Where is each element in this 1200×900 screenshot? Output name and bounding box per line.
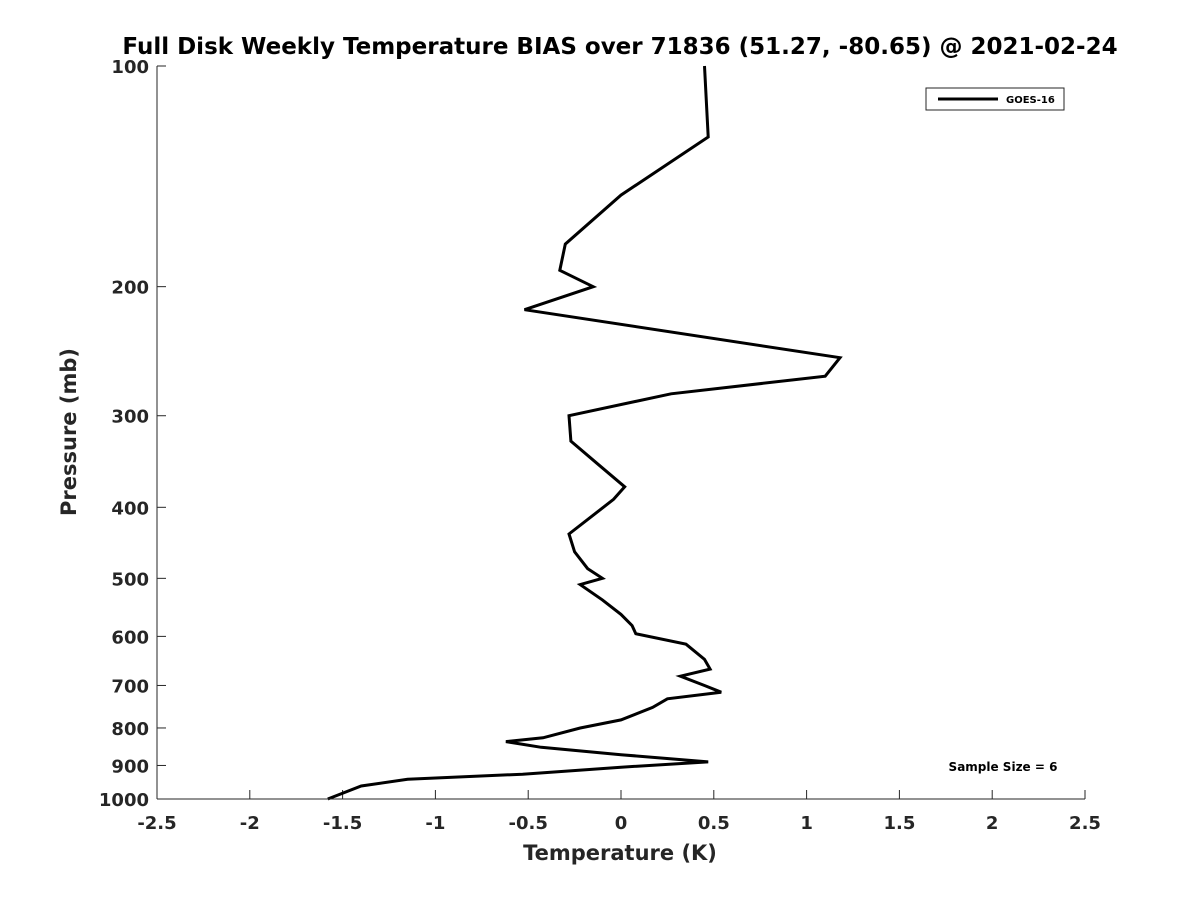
x-tick-label: -2: [240, 813, 260, 834]
y-tick-label: 1000: [99, 790, 149, 811]
plot-area: -2.5 -2 -1.5 -1 -0.5 0 0.5 1 1.5 2 2.5 100 200 300 40…: [99, 57, 1101, 834]
y-axis: 100 200 300 400 500 600 700 800 900 1000: [99, 57, 166, 811]
y-tick-label: 200: [111, 278, 149, 299]
x-tick-label: -0.5: [509, 813, 548, 834]
y-tick-label: 300: [111, 407, 149, 428]
y-tick-label: 700: [111, 676, 149, 697]
x-tick-label: 1: [800, 813, 813, 834]
chart-title: Full Disk Weekly Temperature BIAS over 7…: [122, 34, 1117, 60]
x-tick-label: 1.5: [883, 813, 915, 834]
x-tick-label: -1.5: [323, 813, 362, 834]
y-tick-label: 400: [111, 498, 149, 519]
y-tick-label: 100: [111, 57, 149, 78]
plot-background: [157, 66, 1085, 799]
x-tick-label: 2.5: [1069, 813, 1101, 834]
x-axis: -2.5 -2 -1.5 -1 -0.5 0 0.5 1 1.5 2 2.5: [137, 790, 1101, 834]
x-tick-label: 0.5: [698, 813, 730, 834]
y-tick-label: 500: [111, 569, 149, 590]
y-tick-label: 600: [111, 627, 149, 648]
x-axis-label: Temperature (K): [523, 841, 717, 865]
y-tick-label: 800: [111, 719, 149, 740]
x-tick-label: -2.5: [137, 813, 176, 834]
series-line-goes-16: [327, 65, 843, 801]
legend: GOES-16: [925, 87, 1065, 111]
x-tick-label: 0: [615, 813, 628, 834]
sample-size-annotation: Sample Size = 6: [949, 760, 1058, 774]
y-tick-label: 900: [111, 756, 149, 777]
x-tick-label: 2: [986, 813, 999, 834]
legend-label-goes-16: GOES-16: [1006, 95, 1055, 106]
x-tick-label: -1: [425, 813, 445, 834]
y-axis-label: Pressure (mb): [57, 348, 81, 516]
